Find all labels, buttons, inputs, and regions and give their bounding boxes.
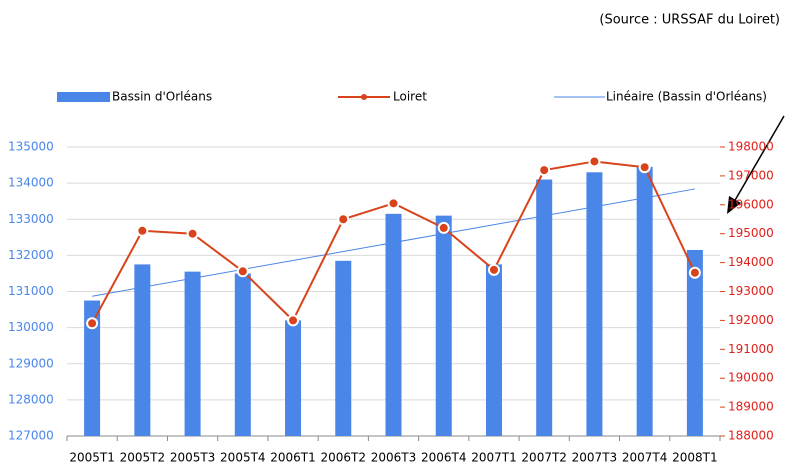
bar [536,179,553,436]
x-tick-label: 2006T3 [371,451,417,465]
bar [84,300,101,436]
bar [385,213,402,436]
y-tick-label: 133000 [8,212,54,226]
x-tick-label: 2006T4 [421,451,467,465]
point [387,197,400,210]
bar [335,260,352,436]
point [136,224,149,237]
point [86,317,99,330]
bar [184,271,201,436]
point [437,221,450,234]
y2-tick-label: 189000 [728,400,774,414]
legend-label: Bassin d'Orléans [112,90,212,104]
legend-label: Linéaire (Bassin d'Orléans) [606,90,767,104]
y-tick-label: 130000 [8,320,54,334]
x-tick-label: 2007T4 [622,451,668,465]
y2-tick-label: 192000 [728,313,774,327]
bar [636,166,653,436]
y-tick-label: 135000 [8,140,54,154]
legend-label: Loiret [393,90,427,104]
y2-tick-label: 190000 [728,371,774,385]
x-tick-label: 2006T2 [321,451,367,465]
point [638,161,651,174]
point [538,164,551,177]
legend-swatch [361,94,367,100]
y2-tick-label: 193000 [728,284,774,298]
y2-tick-label: 196000 [728,197,774,211]
point [287,314,300,327]
point [186,227,199,240]
x-tick-label: 2007T1 [471,451,517,465]
y-tick-label: 134000 [8,176,54,190]
bar [686,249,703,436]
y-tick-label: 131000 [8,284,54,298]
bar [234,273,251,436]
x-tick-label: 2007T2 [521,451,567,465]
x-tick-label: 2008T1 [672,451,718,465]
bar [134,264,151,436]
trendline [92,188,695,297]
legend-swatch [57,92,110,102]
point [688,266,701,279]
x-tick-label: 2006T1 [270,451,316,465]
x-tick-label: 2007T3 [572,451,618,465]
y-tick-label: 129000 [8,356,54,370]
x-tick-label: 2005T1 [69,451,115,465]
bar [285,320,302,436]
point [337,213,350,226]
point [487,263,500,276]
arrow [727,115,785,214]
bar [485,264,502,436]
source: (Source : URSSAF du Loiret) [599,13,780,28]
y2-tick-label: 194000 [728,255,774,269]
y2-tick-label: 188000 [728,429,774,443]
point [588,155,601,168]
y-tick-label: 128000 [8,392,54,406]
y2-tick-label: 198000 [728,140,774,154]
y2-tick-label: 191000 [728,342,774,356]
bar [435,215,452,436]
x-tick-label: 2005T4 [220,451,266,465]
x-tick-label: 2005T3 [170,451,216,465]
y-tick-label: 127000 [8,429,54,443]
x-tick-label: 2005T2 [120,451,166,465]
y2-tick-label: 197000 [728,168,774,182]
bar [586,172,603,436]
y-tick-label: 132000 [8,248,54,262]
y2-tick-label: 195000 [728,226,774,240]
point [236,265,249,278]
